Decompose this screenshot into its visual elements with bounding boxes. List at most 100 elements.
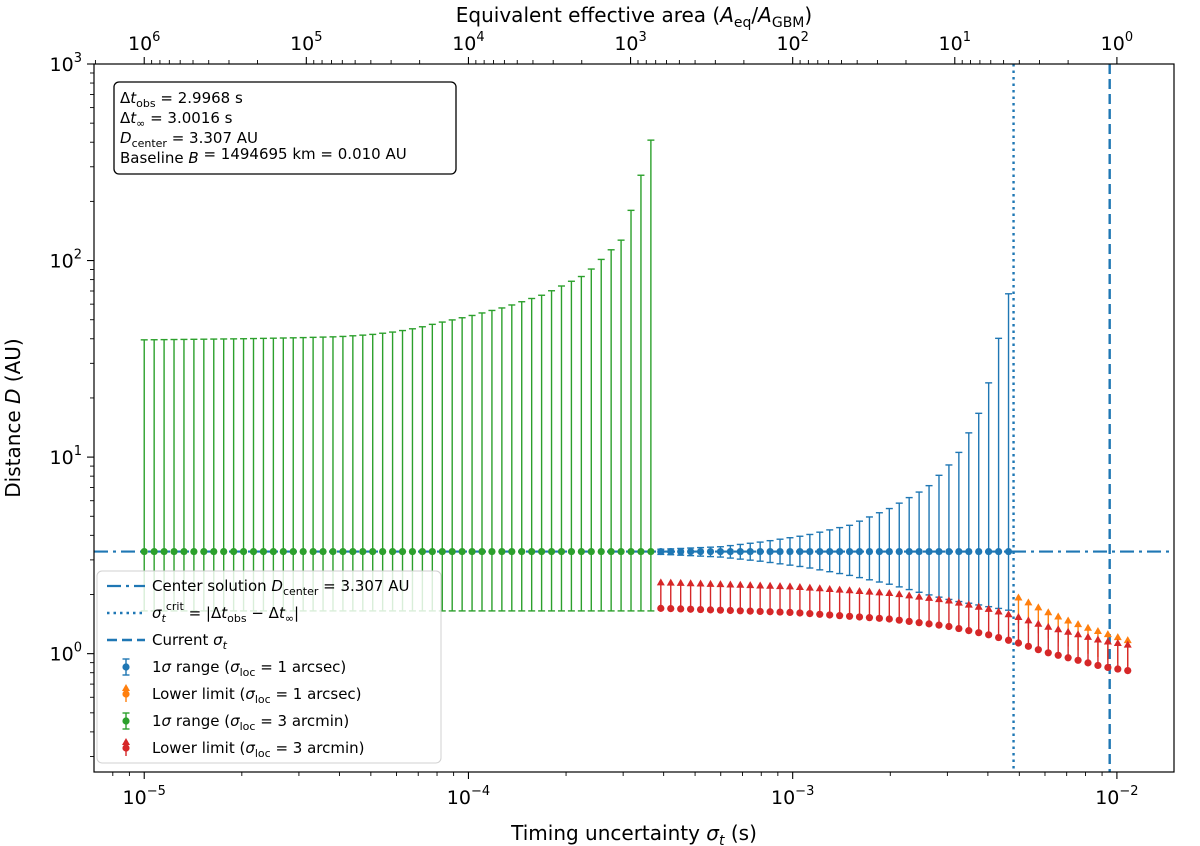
limit-arrowhead	[1044, 608, 1053, 616]
green-errorbar	[587, 268, 595, 612]
plot-frame	[93, 63, 1175, 773]
limit-arrowhead	[706, 579, 715, 587]
errorbar-point	[706, 547, 715, 556]
green-errorbar	[398, 329, 407, 612]
errorbar-point	[587, 547, 595, 556]
blue-errorbar	[826, 529, 834, 573]
blue-errorbar	[806, 533, 814, 569]
red-lower-limit	[885, 588, 894, 623]
limit-point	[915, 619, 923, 627]
limit-arrowhead	[885, 588, 894, 596]
red-lower-limit	[954, 598, 963, 633]
limit-point	[935, 621, 943, 629]
errorbar-point	[478, 547, 486, 556]
top-tick-label: 103	[614, 30, 646, 55]
blue-errorbar	[895, 502, 903, 588]
errorbar-point	[140, 547, 148, 556]
info-line: Δtobs = 2.9968 s	[120, 89, 243, 110]
limit-point	[766, 608, 774, 616]
green-errorbar	[319, 336, 327, 612]
limit-arrowhead	[905, 591, 914, 599]
errorbar-point	[498, 547, 506, 556]
limit-arrowhead	[865, 587, 874, 595]
errorbar-point	[627, 547, 635, 556]
green-errorbar	[170, 338, 178, 612]
red-lower-limit	[994, 607, 1003, 642]
limit-point	[677, 605, 685, 613]
limit-point	[1014, 639, 1023, 647]
limit-arrowhead	[875, 588, 884, 596]
errorbar-point	[885, 547, 893, 556]
green-errorbar	[627, 209, 635, 612]
errorbar-point	[994, 547, 1003, 556]
green-errorbar	[279, 337, 287, 612]
errorbar-point	[845, 547, 854, 556]
green-errorbar	[379, 332, 387, 612]
limit-arrowhead	[785, 582, 794, 590]
green-errorbar	[269, 337, 277, 612]
errorbar-point	[359, 547, 367, 556]
limit-point	[826, 611, 834, 619]
limit-point	[806, 610, 814, 618]
green-errorbar	[458, 317, 466, 612]
top-tick-label: 100	[1101, 30, 1133, 55]
red-lower-limit	[865, 587, 874, 622]
blue-errorbar	[994, 337, 1003, 610]
limit-arrowhead	[756, 581, 765, 589]
limit-point	[865, 614, 874, 622]
errorbar-point	[806, 547, 814, 556]
errorbar-point	[746, 547, 754, 556]
blue-errorbar	[845, 524, 854, 577]
limit-arrowhead	[1014, 593, 1023, 601]
green-errorbar	[617, 239, 625, 612]
y-tick-label: 100	[50, 641, 82, 666]
green-errorbar	[478, 312, 486, 612]
blue-errorbar	[706, 546, 715, 558]
legend-handle-point	[122, 690, 130, 698]
errorbar-point	[408, 547, 417, 556]
blue-errorbar	[935, 474, 943, 598]
errorbar-point	[230, 547, 238, 556]
red-lower-limit	[746, 581, 755, 615]
green-errorbar	[210, 338, 218, 612]
blue-errorbar	[657, 547, 665, 556]
blue-errorbar	[955, 451, 963, 603]
red-lower-limit	[944, 596, 953, 631]
blue-errorbar	[925, 484, 933, 596]
blue-errorbar	[667, 547, 675, 556]
red-lower-limit	[706, 579, 715, 614]
limit-point	[776, 608, 784, 616]
limit-point	[955, 624, 963, 633]
errorbar-point	[567, 547, 576, 556]
errorbar-point	[965, 547, 973, 556]
green-errorbar	[567, 280, 576, 612]
info-line: Δt∞ = 3.0016 s	[120, 109, 233, 130]
blue-errorbar	[865, 516, 874, 581]
errorbar-point	[160, 547, 168, 556]
limit-arrowhead	[1103, 630, 1112, 638]
y-tick-label: 103	[50, 51, 82, 76]
legend-label: 1σ range (σloc = 1 arcsec)	[152, 658, 346, 679]
limit-point	[965, 627, 973, 635]
blue-errorbar	[836, 526, 844, 575]
errorbar-point	[855, 547, 864, 556]
green-errorbar	[239, 338, 248, 612]
errorbar-point	[398, 547, 407, 556]
red-lower-limit	[915, 592, 924, 627]
limit-arrowhead	[1093, 635, 1102, 643]
legend-handle-point	[122, 663, 130, 671]
green-errorbar	[150, 339, 158, 612]
errorbar-point	[379, 547, 387, 556]
errorbar-point	[180, 547, 188, 556]
red-lower-limit	[766, 581, 775, 616]
green-errorbar	[359, 334, 367, 612]
errorbar-point	[528, 547, 536, 556]
green-errorbar	[259, 337, 268, 612]
limit-arrowhead	[656, 578, 665, 586]
green-errorbar	[498, 307, 506, 612]
green-errorbar	[200, 338, 208, 612]
green-errorbar	[369, 333, 377, 612]
limit-point	[945, 622, 953, 631]
